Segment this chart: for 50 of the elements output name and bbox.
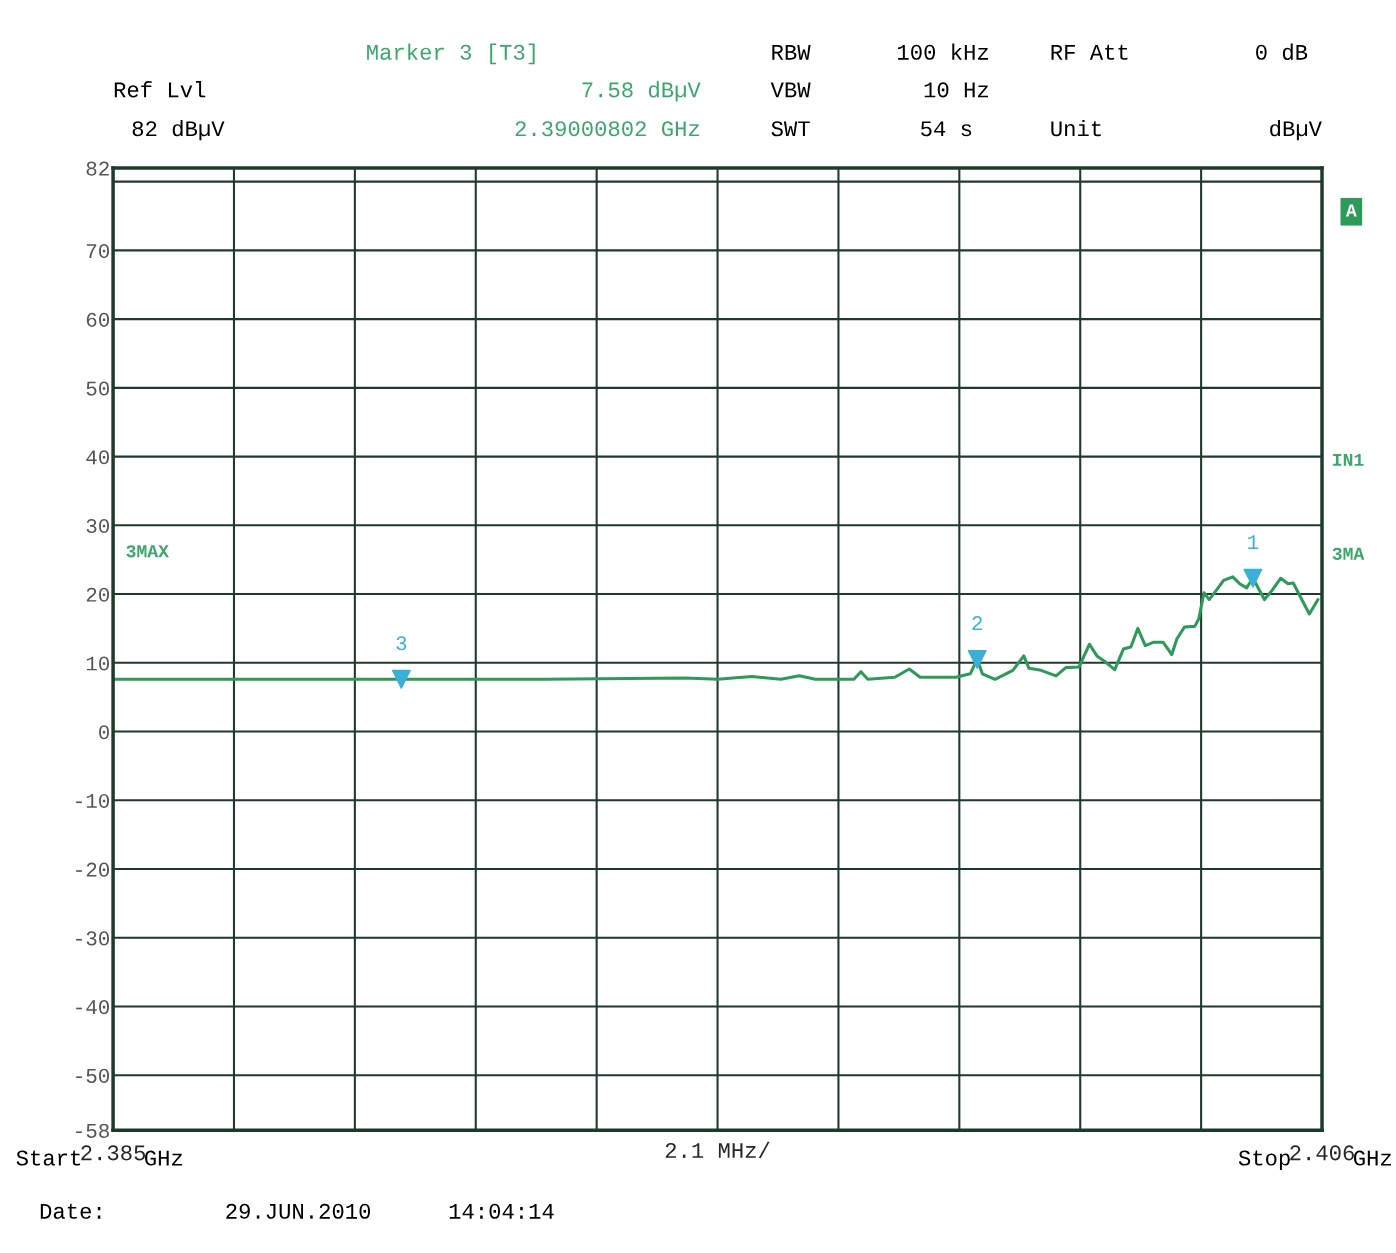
y-tick-label: -20 [76, 862, 110, 877]
annotation: 2 [972, 616, 982, 631]
y-tick-label: 0 [99, 725, 110, 740]
text: 14:04:14 [449, 1203, 554, 1219]
y-tick-label: 10 [86, 656, 110, 671]
text: GHz [1353, 1150, 1391, 1166]
y-tick-label: -58 [76, 1123, 109, 1138]
text: 0 dB [1256, 43, 1308, 60]
text: 7.58 dBµV [582, 81, 701, 102]
text: RF Att [1051, 44, 1128, 60]
x-tick-label: 2.406 [1290, 1145, 1354, 1161]
text: 10 Hz [924, 82, 989, 98]
annotation: 3 [396, 636, 407, 651]
text: SWT [771, 121, 810, 137]
annotation: 3MAX [126, 545, 169, 558]
point [1243, 568, 1263, 588]
text: RBW [772, 44, 811, 60]
y-tick-label: 40 [86, 450, 110, 465]
x-axis-title: 2.1 MHz/ [665, 1141, 770, 1159]
text: Stop [1238, 1150, 1290, 1171]
annotation: 1 [1248, 535, 1259, 549]
text: VBW [770, 82, 811, 98]
text: Unit [1051, 119, 1101, 137]
text: 100 kHz [898, 43, 989, 60]
text: Start [16, 1150, 81, 1166]
y-tick-label: 82 [86, 161, 109, 176]
x-tick-label: 2.385 [81, 1145, 145, 1161]
text: 2.39000802 GHz [515, 121, 700, 137]
text: Marker 3 [T3] [367, 43, 535, 65]
text: IN1 [1333, 453, 1364, 466]
text: dBµV [1270, 119, 1322, 141]
y-tick-label: 20 [86, 587, 110, 602]
text: Ref Lvl [114, 81, 206, 98]
y-tick-label: -10 [76, 793, 110, 809]
text: 54 s [921, 121, 972, 137]
y-tick-label: -50 [76, 1068, 110, 1083]
text: GHz [145, 1150, 183, 1166]
text: A [1345, 204, 1357, 217]
y-tick-label: -40 [76, 1000, 110, 1015]
y-tick-label: -30 [76, 931, 110, 946]
point [391, 669, 411, 689]
point [967, 649, 987, 669]
text: 29.JUN.2010 [226, 1203, 371, 1219]
y-tick-label: 60 [86, 312, 110, 327]
y-tick-label: 30 [86, 518, 110, 534]
text: Date: [40, 1203, 101, 1219]
y-tick-label: 50 [86, 381, 110, 396]
text: 82 dBµV [132, 119, 225, 141]
text: 3MA [1332, 547, 1365, 560]
y-tick-label: 70 [86, 244, 110, 259]
